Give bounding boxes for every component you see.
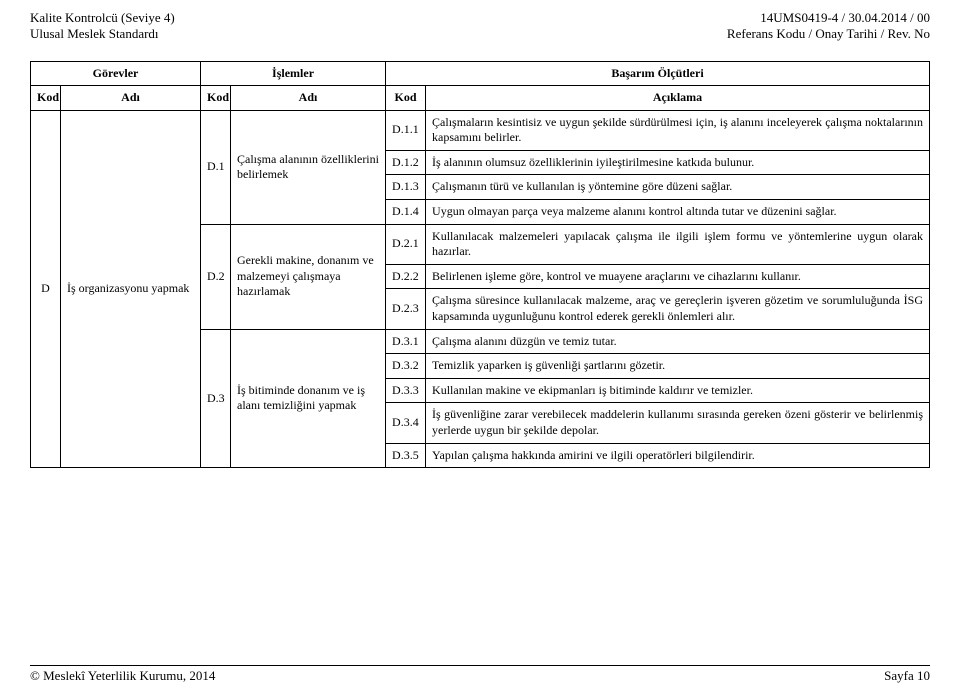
kriter-aciklama: Kullanılan makine ve ekipmanları iş biti… xyxy=(426,378,930,403)
islem-adi: Çalışma alanının özelliklerini belirleme… xyxy=(231,110,386,224)
kriter-kod: D.2.3 xyxy=(386,289,426,329)
kriter-aciklama: Çalışma süresince kullanılacak malzeme, … xyxy=(426,289,930,329)
islem-kod: D.1 xyxy=(201,110,231,224)
table-header-row-2: Kod Adı Kod Adı Kod Açıklama xyxy=(31,86,930,111)
gorev-adi: İş organizasyonu yapmak xyxy=(61,110,201,468)
col-header-basarim: Başarım Ölçütleri xyxy=(386,61,930,86)
col-header-aciklama: Açıklama xyxy=(426,86,930,111)
col-header-kod-3: Kod xyxy=(386,86,426,111)
footer-right: Sayfa 10 xyxy=(884,668,930,684)
header-left: Kalite Kontrolcü (Seviye 4) Ulusal Mesle… xyxy=(30,10,175,43)
header-right-line2: Referans Kodu / Onay Tarihi / Rev. No xyxy=(727,26,930,42)
header-left-line1: Kalite Kontrolcü (Seviye 4) xyxy=(30,10,175,26)
kriter-kod: D.2.1 xyxy=(386,224,426,264)
islem-kod: D.2 xyxy=(201,224,231,329)
kriter-kod: D.1.1 xyxy=(386,110,426,150)
col-header-kod-2: Kod xyxy=(201,86,231,111)
kriter-kod: D.3.2 xyxy=(386,354,426,379)
kriter-aciklama: Kullanılacak malzemeleri yapılacak çalış… xyxy=(426,224,930,264)
table-header-row-1: Görevler İşlemler Başarım Ölçütleri xyxy=(31,61,930,86)
page-footer: © Meslekî Yeterlilik Kurumu, 2014 Sayfa … xyxy=(30,665,930,684)
kriter-kod: D.1.2 xyxy=(386,150,426,175)
islem-kod: D.3 xyxy=(201,329,231,468)
criteria-table: Görevler İşlemler Başarım Ölçütleri Kod … xyxy=(30,61,930,469)
kriter-aciklama: Temizlik yaparken iş güvenliği şartların… xyxy=(426,354,930,379)
page-header: Kalite Kontrolcü (Seviye 4) Ulusal Mesle… xyxy=(30,10,930,43)
kriter-aciklama: Çalışmanın türü ve kullanılan iş yöntemi… xyxy=(426,175,930,200)
col-header-kod-1: Kod xyxy=(31,86,61,111)
kriter-kod: D.3.5 xyxy=(386,443,426,468)
col-header-gorevler: Görevler xyxy=(31,61,201,86)
table-row: D İş organizasyonu yapmak D.1 Çalışma al… xyxy=(31,110,930,150)
kriter-kod: D.3.3 xyxy=(386,378,426,403)
header-right: 14UMS0419-4 / 30.04.2014 / 00 Referans K… xyxy=(727,10,930,43)
header-right-line1: 14UMS0419-4 / 30.04.2014 / 00 xyxy=(727,10,930,26)
col-header-islemler: İşlemler xyxy=(201,61,386,86)
page: Kalite Kontrolcü (Seviye 4) Ulusal Mesle… xyxy=(0,0,960,690)
kriter-aciklama: Çalışmaların kesintisiz ve uygun şekilde… xyxy=(426,110,930,150)
gorev-kod: D xyxy=(31,110,61,468)
kriter-kod: D.3.4 xyxy=(386,403,426,443)
kriter-kod: D.3.1 xyxy=(386,329,426,354)
kriter-aciklama: Belirlenen işleme göre, kontrol ve muaye… xyxy=(426,264,930,289)
islem-adi: Gerekli makine, donanım ve malzemeyi çal… xyxy=(231,224,386,329)
kriter-kod: D.1.4 xyxy=(386,200,426,225)
header-left-line2: Ulusal Meslek Standardı xyxy=(30,26,175,42)
kriter-kod: D.2.2 xyxy=(386,264,426,289)
kriter-aciklama: İş alanının olumsuz özelliklerinin iyile… xyxy=(426,150,930,175)
footer-left: © Meslekî Yeterlilik Kurumu, 2014 xyxy=(30,668,215,684)
col-header-adi-2: Adı xyxy=(231,86,386,111)
kriter-aciklama: Yapılan çalışma hakkında amirini ve ilgi… xyxy=(426,443,930,468)
islem-adi: İş bitiminde donanım ve iş alanı temizli… xyxy=(231,329,386,468)
kriter-kod: D.1.3 xyxy=(386,175,426,200)
kriter-aciklama: Uygun olmayan parça veya malzeme alanını… xyxy=(426,200,930,225)
col-header-adi-1: Adı xyxy=(61,86,201,111)
kriter-aciklama: İş güvenliğine zarar verebilecek maddele… xyxy=(426,403,930,443)
kriter-aciklama: Çalışma alanını düzgün ve temiz tutar. xyxy=(426,329,930,354)
